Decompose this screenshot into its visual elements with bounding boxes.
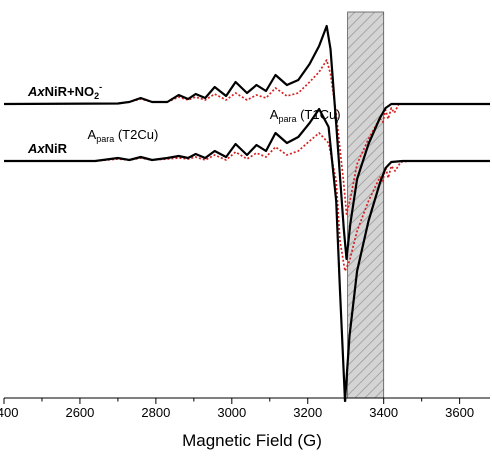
x-tick-label: 2400 <box>0 405 18 420</box>
annotations: Apara (T2Cu) Apara (T1Cu) <box>88 107 341 144</box>
series-label: AxNiR+NO2- <box>27 82 102 101</box>
x-tick-label: 3200 <box>293 405 322 420</box>
x-axis-title: Magnetic Field (G) <box>182 431 322 450</box>
x-tick-label: 3400 <box>369 405 398 420</box>
series-layer <box>3 24 490 403</box>
annotation-label: Apara (T2Cu) <box>88 127 159 144</box>
x-tick-label: 3000 <box>217 405 246 420</box>
series-axnir-no2--experimental-line <box>3 24 490 261</box>
x-ticks: 2400 2600 2800 3000 3200 3400 3600 <box>0 398 474 420</box>
series-axnir-simulated-line <box>4 132 490 272</box>
x-tick-label: 3600 <box>445 405 474 420</box>
x-tick-label: 2800 <box>141 405 170 420</box>
series-label: AxNiR <box>27 141 68 156</box>
x-tick-label: 2600 <box>65 405 94 420</box>
annotation-label: Apara (T1Cu) <box>270 107 341 124</box>
series-axnir-experimental-line <box>4 107 490 403</box>
series-labels: AxNiR+NO2- AxNiR <box>27 82 102 156</box>
series-axnir-no2--simulated-line <box>3 59 490 215</box>
